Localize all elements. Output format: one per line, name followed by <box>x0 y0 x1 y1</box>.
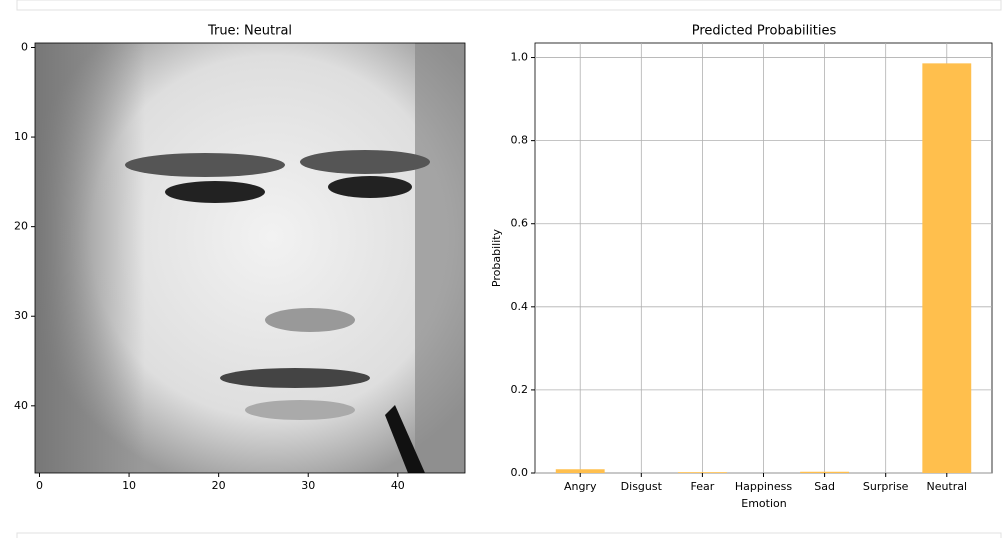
y-tick-label: 40 <box>14 399 28 412</box>
y-tick-label: 0.8 <box>511 134 529 147</box>
y-tick-label: 0.4 <box>511 300 529 313</box>
cell-frame <box>16 532 1002 542</box>
x-tick-label: Surprise <box>863 480 909 493</box>
cell-frame <box>16 0 1002 11</box>
bar-title: Predicted Probabilities <box>692 24 837 39</box>
x-tick-label: 30 <box>301 479 315 492</box>
y-tick-label: 30 <box>14 309 28 322</box>
x-tick-label: 0 <box>36 479 43 492</box>
x-axis-label: Emotion <box>741 497 786 510</box>
y-tick-label: 0.2 <box>511 383 529 396</box>
x-tick-label: Fear <box>691 480 715 493</box>
x-tick-label: 40 <box>391 479 405 492</box>
bar <box>800 471 850 473</box>
x-tick-label: Happiness <box>735 480 793 493</box>
y-tick-label: 0.0 <box>511 466 529 479</box>
y-axis-label: Probability <box>490 228 503 287</box>
bar <box>677 472 727 473</box>
image-frame <box>34 42 466 474</box>
bar <box>922 63 972 474</box>
bar <box>555 469 605 473</box>
y-tick-label: 0 <box>21 40 28 53</box>
x-tick-label: Angry <box>564 480 597 493</box>
y-tick-label: 0.6 <box>511 217 529 230</box>
x-tick-label: Neutral <box>926 480 967 493</box>
x-tick-label: 20 <box>212 479 226 492</box>
image-title: True: Neutral <box>207 24 292 39</box>
y-tick-label: 1.0 <box>511 51 529 64</box>
y-tick-label: 10 <box>14 130 28 143</box>
y-tick-label: 20 <box>14 220 28 233</box>
x-tick-label: Sad <box>814 480 835 493</box>
face-image <box>35 43 465 473</box>
x-tick-label: Disgust <box>621 480 663 493</box>
x-tick-label: 10 <box>122 479 136 492</box>
